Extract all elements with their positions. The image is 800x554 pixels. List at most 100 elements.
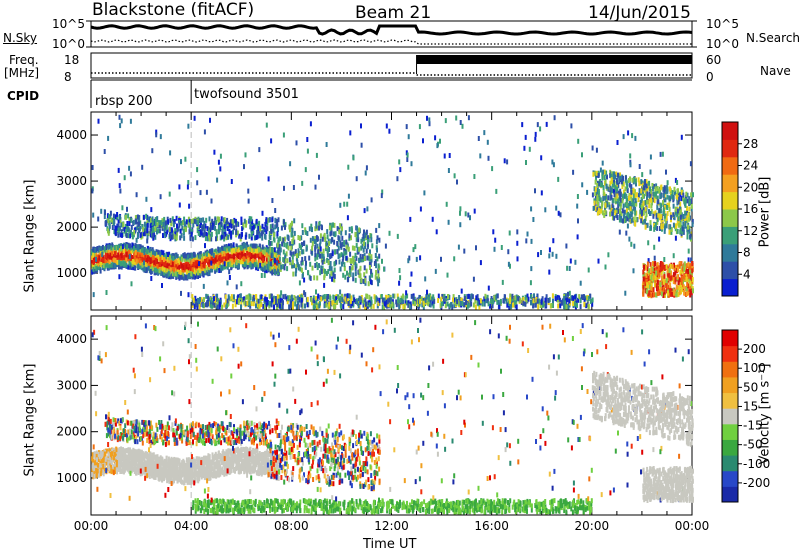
power-cell	[452, 297, 454, 303]
power-cell	[565, 243, 568, 249]
power-cell	[282, 257, 285, 263]
power-cell	[682, 192, 685, 198]
power-cell	[672, 203, 675, 209]
power-cell	[129, 259, 132, 265]
power-cell	[197, 297, 199, 303]
power-cell	[514, 295, 517, 301]
power-cell	[525, 160, 527, 165]
power-cell	[367, 281, 370, 287]
power-cell	[474, 304, 477, 310]
power-cell	[251, 263, 254, 269]
power-cell	[183, 235, 186, 241]
power-cell	[260, 231, 263, 237]
power-cell	[109, 210, 112, 216]
power-cell	[632, 188, 635, 193]
power-cell	[375, 270, 378, 275]
power-cell	[303, 277, 306, 283]
station-title: Blackstone (fitACF)	[92, 0, 255, 20]
power-cell	[534, 188, 536, 194]
power-cell	[206, 300, 209, 306]
power-cell	[530, 300, 532, 306]
power-cell	[631, 133, 634, 139]
power-cell	[218, 301, 221, 307]
power-cell	[334, 304, 336, 310]
power-cell	[227, 234, 230, 240]
power-cell	[269, 235, 272, 240]
power-cell	[305, 246, 308, 252]
power-cell	[149, 262, 152, 268]
power-cell	[473, 208, 476, 214]
power-cell	[374, 274, 377, 280]
power-cell	[269, 261, 272, 267]
power-cell	[252, 224, 255, 230]
power-cell	[665, 169, 667, 175]
power-cell	[91, 263, 94, 269]
power-cell	[154, 226, 157, 232]
power-cell	[317, 293, 320, 299]
power-cell	[178, 264, 181, 270]
power-cell	[112, 213, 115, 219]
power-cell	[246, 264, 249, 270]
power-cell	[557, 210, 560, 216]
power-cell	[146, 222, 149, 228]
power-cell	[592, 205, 595, 211]
power-cell	[691, 222, 694, 228]
power-cell	[337, 235, 340, 241]
power-cell	[644, 218, 646, 224]
power-cell	[168, 271, 171, 277]
power-cell	[563, 296, 566, 301]
power-cell	[128, 260, 131, 266]
power-cell	[272, 227, 275, 233]
power-cell	[216, 177, 219, 183]
power-cell	[406, 157, 409, 162]
power-cell	[171, 261, 174, 267]
power-cell	[142, 227, 145, 233]
power-cell	[195, 302, 198, 308]
power-cell	[248, 300, 251, 306]
power-cell	[149, 264, 152, 270]
power-cell	[654, 222, 657, 227]
power-cell	[132, 219, 135, 225]
power-cell	[435, 229, 438, 235]
power-cell	[678, 222, 681, 228]
power-cell	[383, 301, 386, 307]
power-cell	[241, 251, 244, 257]
power-cell	[291, 227, 294, 233]
power-cell	[362, 241, 365, 247]
power-cell	[254, 243, 257, 249]
power-cell	[237, 247, 240, 253]
power-cell	[105, 220, 108, 226]
power-cell	[419, 255, 422, 261]
power-cell	[405, 290, 408, 296]
power-cell	[142, 214, 145, 220]
power-cell	[492, 229, 495, 235]
power-cell	[492, 299, 495, 305]
power-cell	[280, 290, 283, 296]
power-cell	[203, 263, 206, 269]
power-cell	[125, 233, 128, 238]
power-cell	[233, 225, 235, 231]
power-cell	[483, 301, 486, 307]
power-cell	[304, 256, 307, 262]
power-cell	[458, 295, 461, 300]
power-cell	[273, 247, 276, 253]
power-cell	[163, 267, 166, 273]
power-cell	[428, 117, 431, 123]
power-cell	[364, 170, 367, 176]
power-cell	[672, 253, 675, 259]
power-cell	[286, 234, 289, 240]
power-cell	[496, 293, 499, 299]
power-cell	[282, 132, 285, 138]
power-cell	[448, 153, 451, 158]
power-cell	[120, 253, 123, 259]
power-cell	[220, 216, 223, 222]
nsky-tick-top: 10^5	[52, 17, 85, 31]
power-cell	[614, 185, 617, 191]
power-data	[91, 114, 694, 310]
power-cell	[164, 233, 167, 239]
power-cell	[298, 280, 301, 286]
power-cell	[323, 294, 326, 300]
power-cell	[351, 255, 354, 261]
power-cell	[288, 304, 291, 310]
power-cell	[605, 183, 608, 189]
